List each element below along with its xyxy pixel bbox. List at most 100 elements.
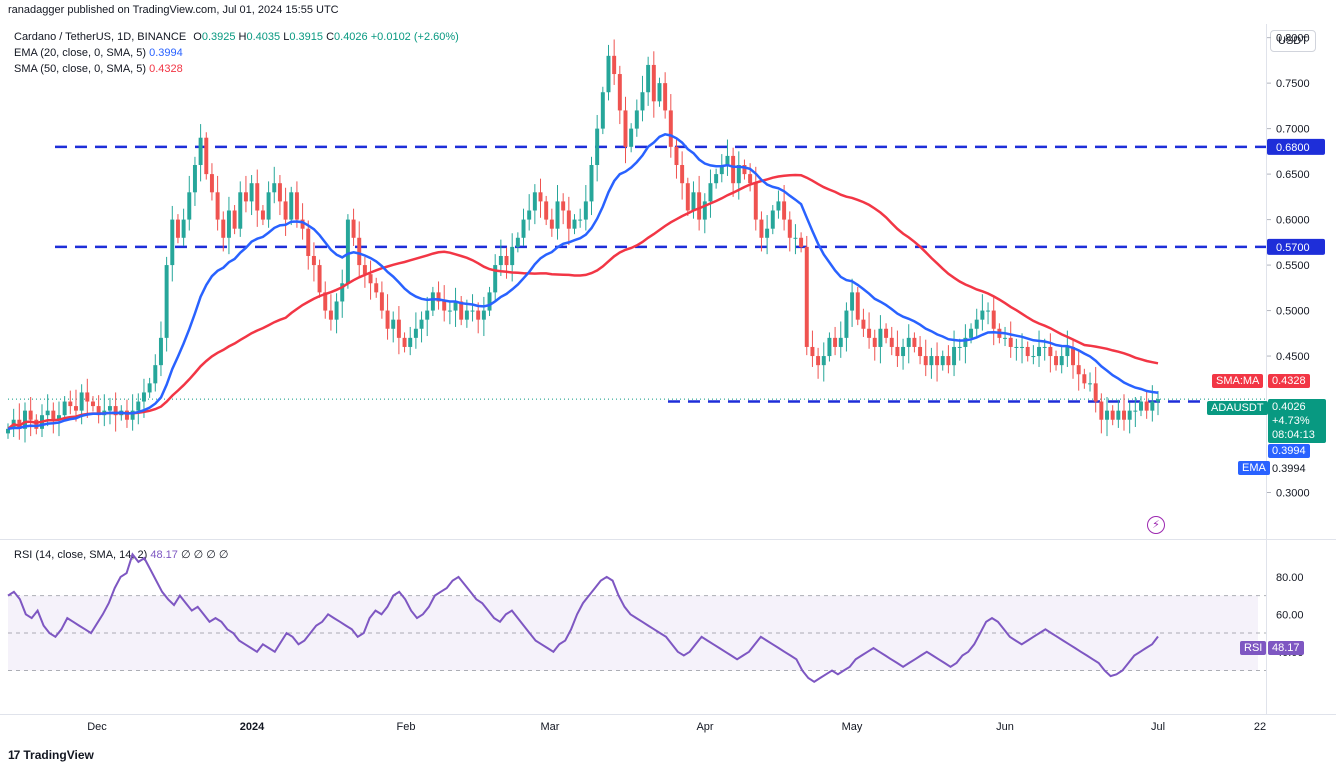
candle-body [629, 128, 634, 147]
candle-body [232, 210, 237, 229]
candle-body [538, 192, 543, 202]
ema-legend[interactable]: EMA (20, close, 0, SMA, 5) 0.3994 [14, 47, 183, 59]
candle-body [929, 356, 934, 366]
publisher-line: ranadagger published on TradingView.com,… [8, 4, 339, 16]
candle-body [300, 219, 305, 229]
candle-body [221, 219, 226, 238]
candle-body [147, 383, 152, 393]
candle-body [487, 292, 492, 311]
candle-body [912, 337, 917, 347]
candle-body [787, 219, 792, 238]
candle-body [583, 201, 588, 220]
ema-value-label: 0.3994 [1272, 463, 1306, 475]
candle-body [515, 237, 520, 247]
candle-body [1144, 401, 1149, 411]
sma-price-badge: 0.4328 [1268, 374, 1310, 388]
candle-body [634, 110, 639, 129]
candle-body [1122, 410, 1126, 420]
rsi-legend[interactable]: RSI (14, close, SMA, 14, 2) 48.17 ∅ ∅ ∅ … [14, 548, 228, 561]
candle-body [215, 192, 220, 220]
pane-separator [0, 539, 1336, 540]
candle-body [1003, 337, 1008, 339]
sma-50-line [7, 173, 1159, 430]
symbol-title: Cardano / TetherUS, 1D, BINANCE [14, 31, 187, 43]
bar-countdown: 08:04:13 [1272, 429, 1315, 441]
candle-body [402, 337, 407, 347]
candle-body [1150, 401, 1155, 411]
candle-body [504, 255, 509, 266]
level-price-badge [1267, 138, 1325, 155]
candle-body [1048, 346, 1053, 357]
candle-body [209, 174, 214, 193]
sma-legend-label: SMA (50, close, 0, SMA, 5) [14, 63, 147, 75]
candle-body [249, 183, 254, 202]
candle-body [260, 210, 265, 220]
sma-legend[interactable]: SMA (50, close, 0, SMA, 5) 0.4328 [14, 63, 183, 75]
candle-body [283, 201, 288, 220]
price-tick-label: 0.6000 [1276, 215, 1310, 227]
price-tick-label: 0.5000 [1276, 306, 1310, 318]
candle-body [1127, 410, 1132, 420]
ohlc-open: 0.3925 [201, 31, 236, 43]
candle-body [345, 219, 350, 284]
level-price-label: 0.5700 [1276, 242, 1310, 254]
candle-body [957, 346, 962, 348]
price-axis-border [1266, 24, 1267, 714]
rsi-line [7, 552, 1159, 683]
candle-body [901, 346, 906, 357]
time-tick-label: Jun [996, 721, 1014, 733]
price-tick-label: 0.6500 [1276, 169, 1310, 181]
candle-body [181, 219, 186, 238]
candle-body [867, 328, 872, 338]
price-tick-label: 0.5500 [1276, 260, 1310, 272]
candle-body [991, 310, 996, 329]
candle-body [878, 328, 883, 347]
candle-body [45, 410, 50, 416]
currency-button[interactable]: USDT [1270, 30, 1316, 52]
candle-body [23, 410, 27, 429]
level-price-badge [1267, 238, 1325, 255]
candle-body [1042, 346, 1047, 348]
candle-body [719, 165, 724, 175]
lightning-icon[interactable]: ⚡ [1147, 516, 1165, 534]
candle-body [844, 310, 849, 338]
candle-body [980, 310, 985, 320]
candle-body [362, 265, 367, 275]
candle-body [753, 183, 758, 220]
candle-body [606, 55, 611, 93]
candle-body [1139, 401, 1143, 411]
candle-body [799, 237, 804, 247]
candle-body [765, 228, 770, 238]
candle-body [657, 83, 662, 102]
candle-body [28, 410, 33, 420]
time-tick-label: 2024 [240, 721, 265, 733]
candle-body [51, 410, 56, 420]
candle-body [646, 64, 651, 93]
tradingview-logo[interactable]: 17 TradingView [8, 748, 94, 762]
candle-body [130, 410, 135, 420]
candle-body [113, 406, 118, 416]
ohlc-low-label: L [283, 31, 290, 43]
candle-body [821, 356, 826, 366]
time-tick-label: Apr [696, 721, 713, 733]
candle-body [481, 310, 486, 320]
candle-body [192, 165, 197, 193]
candle-body [884, 328, 889, 338]
candle-body [96, 406, 101, 416]
candle-body [1105, 410, 1109, 420]
candle-body [895, 346, 900, 357]
candle-body [1037, 346, 1042, 357]
ohlc-open-label: O [193, 31, 202, 43]
ema-legend-value: 0.3994 [149, 47, 183, 59]
brand-name: TradingView [23, 748, 94, 762]
candle-body [810, 346, 815, 357]
rsi-badge: RSI [1240, 641, 1267, 655]
candle-body [294, 192, 299, 220]
time-axis-border [0, 714, 1336, 715]
candle-body [57, 415, 61, 420]
ohlc-close-label: C [326, 31, 335, 43]
candle-body [453, 301, 458, 311]
candle-body [872, 337, 877, 347]
candle-body [668, 110, 673, 147]
